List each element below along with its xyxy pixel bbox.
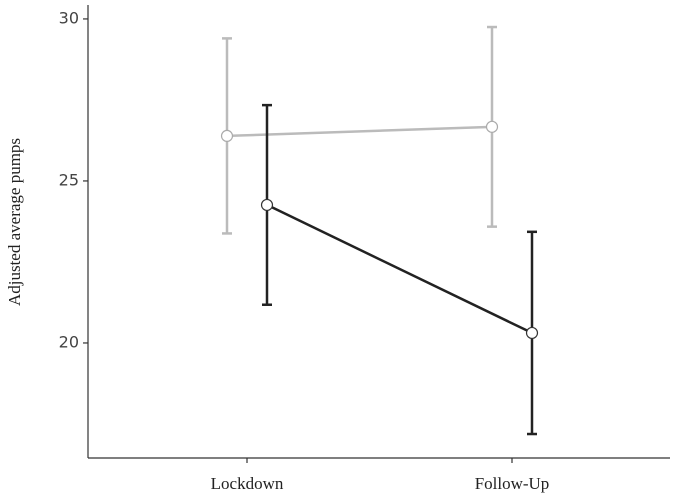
series-line <box>226 125 493 138</box>
x-tick-label: Follow-Up <box>475 474 550 493</box>
y-tick-label: 20 <box>59 332 79 351</box>
series-line <box>266 203 533 335</box>
y-tick-label: 30 <box>59 8 79 27</box>
x-tick-label: Lockdown <box>211 474 284 493</box>
point <box>485 120 499 133</box>
point <box>525 326 539 340</box>
point <box>220 129 234 143</box>
y-tick-label: 25 <box>59 170 79 189</box>
y-axis-label: Adjusted average pumps <box>5 138 24 306</box>
point <box>260 198 274 212</box>
